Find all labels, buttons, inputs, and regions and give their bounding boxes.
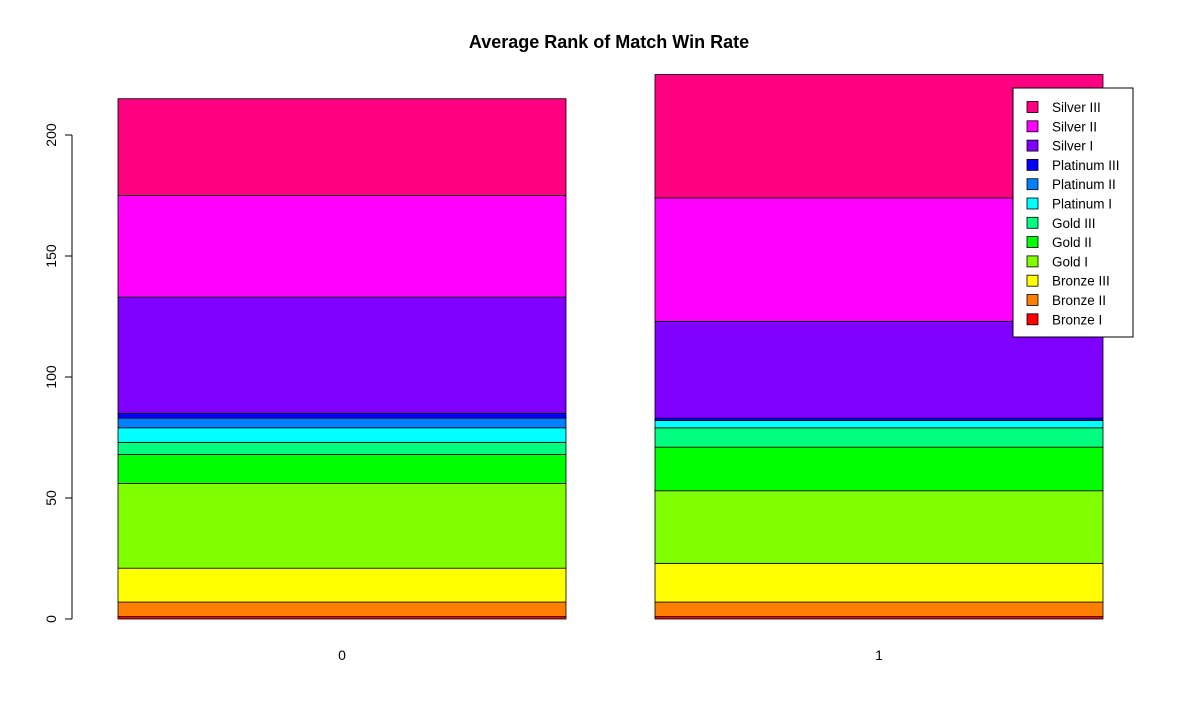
legend-label: Platinum II: [1052, 177, 1116, 192]
legend-swatch: [1026, 197, 1039, 210]
x-tick-label: 1: [875, 647, 883, 663]
legend-swatch: [1026, 274, 1039, 287]
legend-label: Gold III: [1052, 216, 1096, 231]
y-tick-label: 200: [43, 123, 59, 147]
legend-swatch: [1026, 178, 1039, 191]
y-tick-label: 100: [43, 365, 59, 389]
legend-swatch: [1026, 120, 1039, 133]
legend-label: Platinum I: [1052, 197, 1112, 212]
bar-segment-platinum-i-cat-1: [654, 420, 1104, 429]
bar-segment-gold-i-cat-1: [654, 490, 1104, 564]
bar-segment-gold-ii-cat-1: [654, 446, 1104, 492]
bar-segment-gold-ii-cat-0: [117, 454, 567, 484]
bar-area: [117, 74, 1104, 620]
x-tick-label: 0: [338, 647, 346, 663]
legend-label: Silver III: [1052, 100, 1101, 115]
y-axis: 0 50 100 150 200: [43, 123, 73, 623]
y-tick-label: 0: [43, 615, 59, 623]
legend-swatch: [1026, 255, 1039, 268]
bar-segment-platinum-ii-cat-0: [117, 417, 567, 429]
bar-segment-platinum-i-cat-0: [117, 427, 567, 443]
legend-swatch: [1026, 313, 1039, 326]
bar-segment-bronze-ii-cat-1: [654, 601, 1104, 617]
legend-swatch: [1026, 158, 1039, 171]
legend-label: Bronze II: [1052, 293, 1106, 308]
bar-segment-bronze-ii-cat-0: [117, 601, 567, 617]
bar-segment-bronze-iii-cat-1: [654, 562, 1104, 603]
bar-segment-gold-iii-cat-1: [654, 427, 1104, 448]
legend-swatch: [1026, 139, 1039, 152]
bar-segment-bronze-iii-cat-0: [117, 567, 567, 603]
y-tick-label: 150: [43, 244, 59, 268]
bar-segment-silver-ii-cat-0: [117, 195, 567, 298]
legend-label: Bronze I: [1052, 312, 1102, 327]
bar-segment-silver-iii-cat-0: [117, 98, 567, 196]
bar-segment-platinum-iii-cat-0: [117, 412, 567, 419]
legend-label: Bronze III: [1052, 274, 1110, 289]
legend-swatch: [1026, 216, 1039, 229]
bar-segment-gold-iii-cat-0: [117, 441, 567, 455]
legend-label: Silver I: [1052, 139, 1093, 154]
bar-segment-silver-i-cat-0: [117, 296, 567, 414]
legend-label: Gold II: [1052, 235, 1092, 250]
legend: Silver III Silver II Silver I Platinum III P…: [1012, 87, 1134, 338]
legend-swatch: [1026, 236, 1039, 249]
legend-swatch: [1026, 101, 1039, 113]
legend-label: Gold I: [1052, 254, 1088, 269]
chart-title: Average Rank of Match Win Rate: [469, 32, 749, 52]
legend-label: Silver II: [1052, 119, 1097, 134]
legend-label: Platinum III: [1052, 158, 1120, 173]
legend-swatch: [1026, 294, 1039, 306]
y-tick-label: 50: [43, 490, 59, 506]
bar-segment-gold-i-cat-0: [117, 483, 567, 569]
